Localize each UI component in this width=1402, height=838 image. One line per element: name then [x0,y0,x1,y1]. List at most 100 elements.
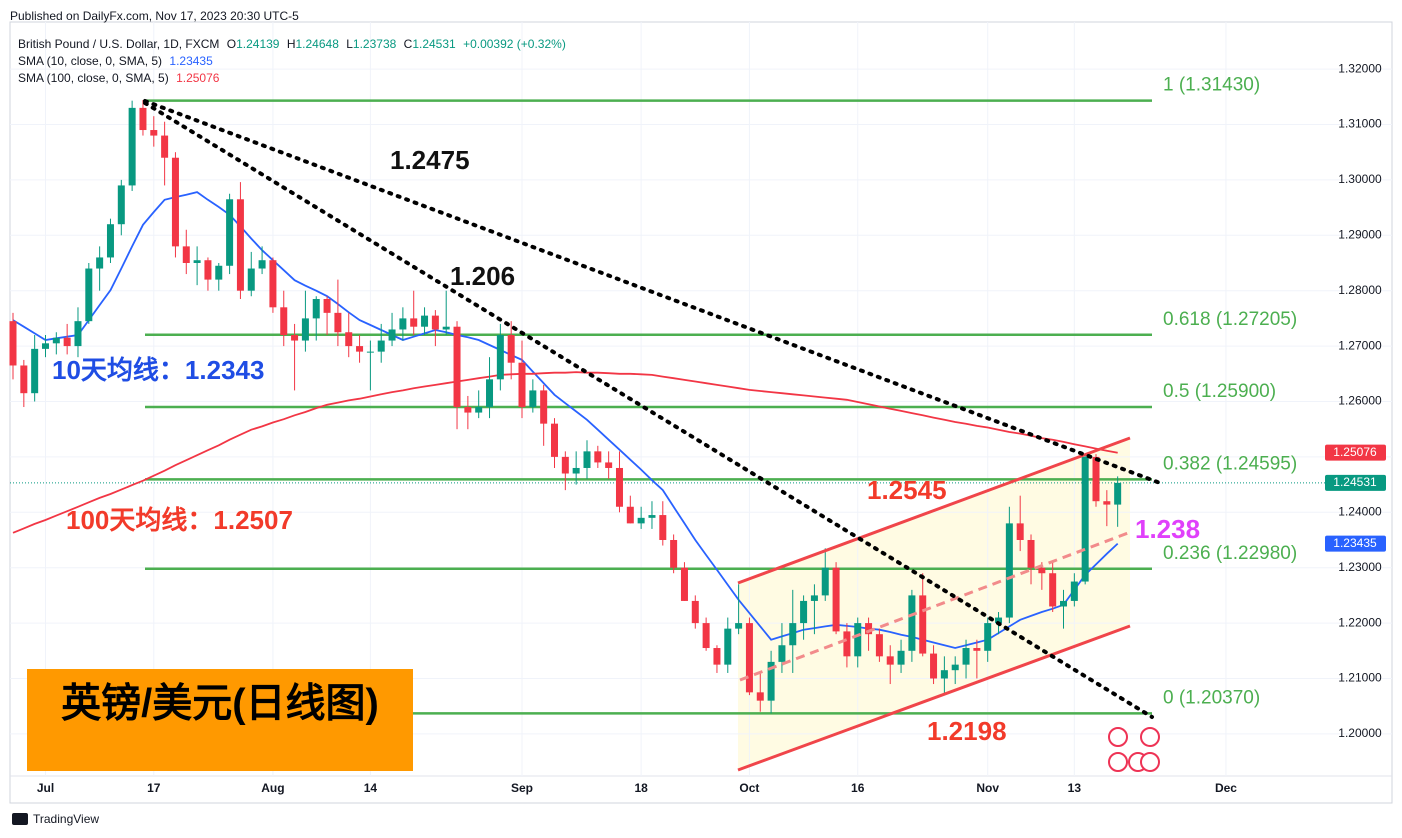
change: +0.00392 [463,37,514,51]
candle-body [821,567,829,596]
y-tick-label: 1.24000 [1338,504,1382,518]
ohlc-label: H [287,37,296,51]
candle-body [1081,456,1089,582]
axes: 1.20000 1.21000 1.22000 1.23000 1.24000 1.250… [37,61,1386,795]
candle-body [139,107,147,131]
candle-body [1027,539,1035,568]
badge-box [27,669,413,771]
y-tick-label: 1.21000 [1338,671,1382,685]
ohlc-label: O [227,37,236,51]
footer: TradingView [33,812,99,826]
candle-body [875,634,883,657]
annotation: 10天均线：1.2343 [52,355,264,385]
candle-body [800,600,808,624]
candle-body [843,631,851,657]
channel-lower [737,624,1131,772]
candle-body [1038,567,1046,574]
candle-body [410,318,418,327]
legend-value: 1.25076 [176,71,220,85]
change-pct: (+0.32%) [517,37,566,51]
tv-logo [12,813,28,825]
y-tick-label: 1.26000 [1338,394,1382,408]
candle-body [995,617,1003,624]
sma-lines [12,191,1119,649]
y-tick-label: 1.32000 [1338,61,1382,75]
price-box [1325,444,1386,461]
candle-body [150,130,158,136]
candle-body [832,567,840,632]
y-tick-label: 1.22000 [1338,615,1382,629]
y-tick-label: 1.29000 [1338,227,1382,241]
candle-body [388,329,396,341]
candle-body [680,567,688,601]
annotation: 1.206 [450,261,515,291]
candle-body [951,664,959,671]
candle-body [735,623,743,629]
candle-body [226,199,234,266]
candle-body [280,307,288,336]
fib-label: 0 (1.20370) [1163,687,1260,708]
annotation: 1.2545 [867,475,947,505]
candle-body [518,362,526,408]
flag-icon [1108,727,1128,747]
candle-body [919,595,927,654]
candle-body [1005,523,1013,618]
candle-body [962,648,970,665]
candle-body [258,260,266,269]
candle-body [572,467,580,474]
candle-body [583,451,591,468]
y-tick-label: 1.31000 [1338,117,1382,131]
annotation: 1.2198 [927,716,1007,746]
candle-body [291,335,299,341]
x-tick-label: Sep [511,781,533,795]
candle-body [767,661,775,701]
x-tick-label: Dec [1215,781,1237,795]
header-line: British Pound / U.S. Dollar, 1D, FXCM O1… [18,37,566,51]
annotation: 1.2475 [390,145,470,175]
price-box [1325,535,1386,552]
candle-body [106,224,114,258]
legend-item: SMA (10, close, 0, SMA, 5) 1.23435 [18,54,213,68]
candle-body [345,332,353,347]
candle-body [323,299,331,313]
fib-label: 0.382 (1.24595) [1163,453,1297,474]
candle-body [930,653,938,679]
y-tick-label: 1.28000 [1338,283,1382,297]
candle-body [724,628,732,665]
fib-label: 1 (1.31430) [1163,75,1260,96]
y-tick-label: 1.30000 [1338,172,1382,186]
y-tick-label: 1.20000 [1338,726,1382,740]
candle-body [442,326,450,330]
ohlc-value: 1.24648 [296,37,340,51]
candle-body [128,107,136,186]
candle-body [670,539,678,568]
candle-body [431,315,439,330]
x-tick-label: Jul [37,781,54,795]
candle-body [594,451,602,463]
candle-body [247,268,255,291]
candle-body [9,321,17,366]
candle-body [63,337,71,347]
x-tick-label: 18 [634,781,648,795]
candle-body [85,268,93,322]
candle-body [886,656,894,665]
x-tick-label: 14 [364,781,378,795]
candle-body [854,623,862,657]
fib-label: 0.236 (1.22980) [1163,543,1297,564]
candle-body [615,467,623,507]
x-tick-label: 16 [851,781,865,795]
x-tick-label: 17 [147,781,161,795]
candle-body [984,623,992,651]
candle-body [561,456,569,474]
candle-body [507,335,515,363]
candles [9,100,1122,714]
candle-body [702,623,710,649]
legend-label: SMA (10, close, 0, SMA, 5) [18,54,162,68]
ohlc-value: 1.23738 [353,37,397,51]
candle-body [171,157,179,247]
y-tick-label: 1.23000 [1338,560,1382,574]
candle-body [421,315,429,327]
candle-body [496,335,504,380]
candle-body [745,623,753,693]
